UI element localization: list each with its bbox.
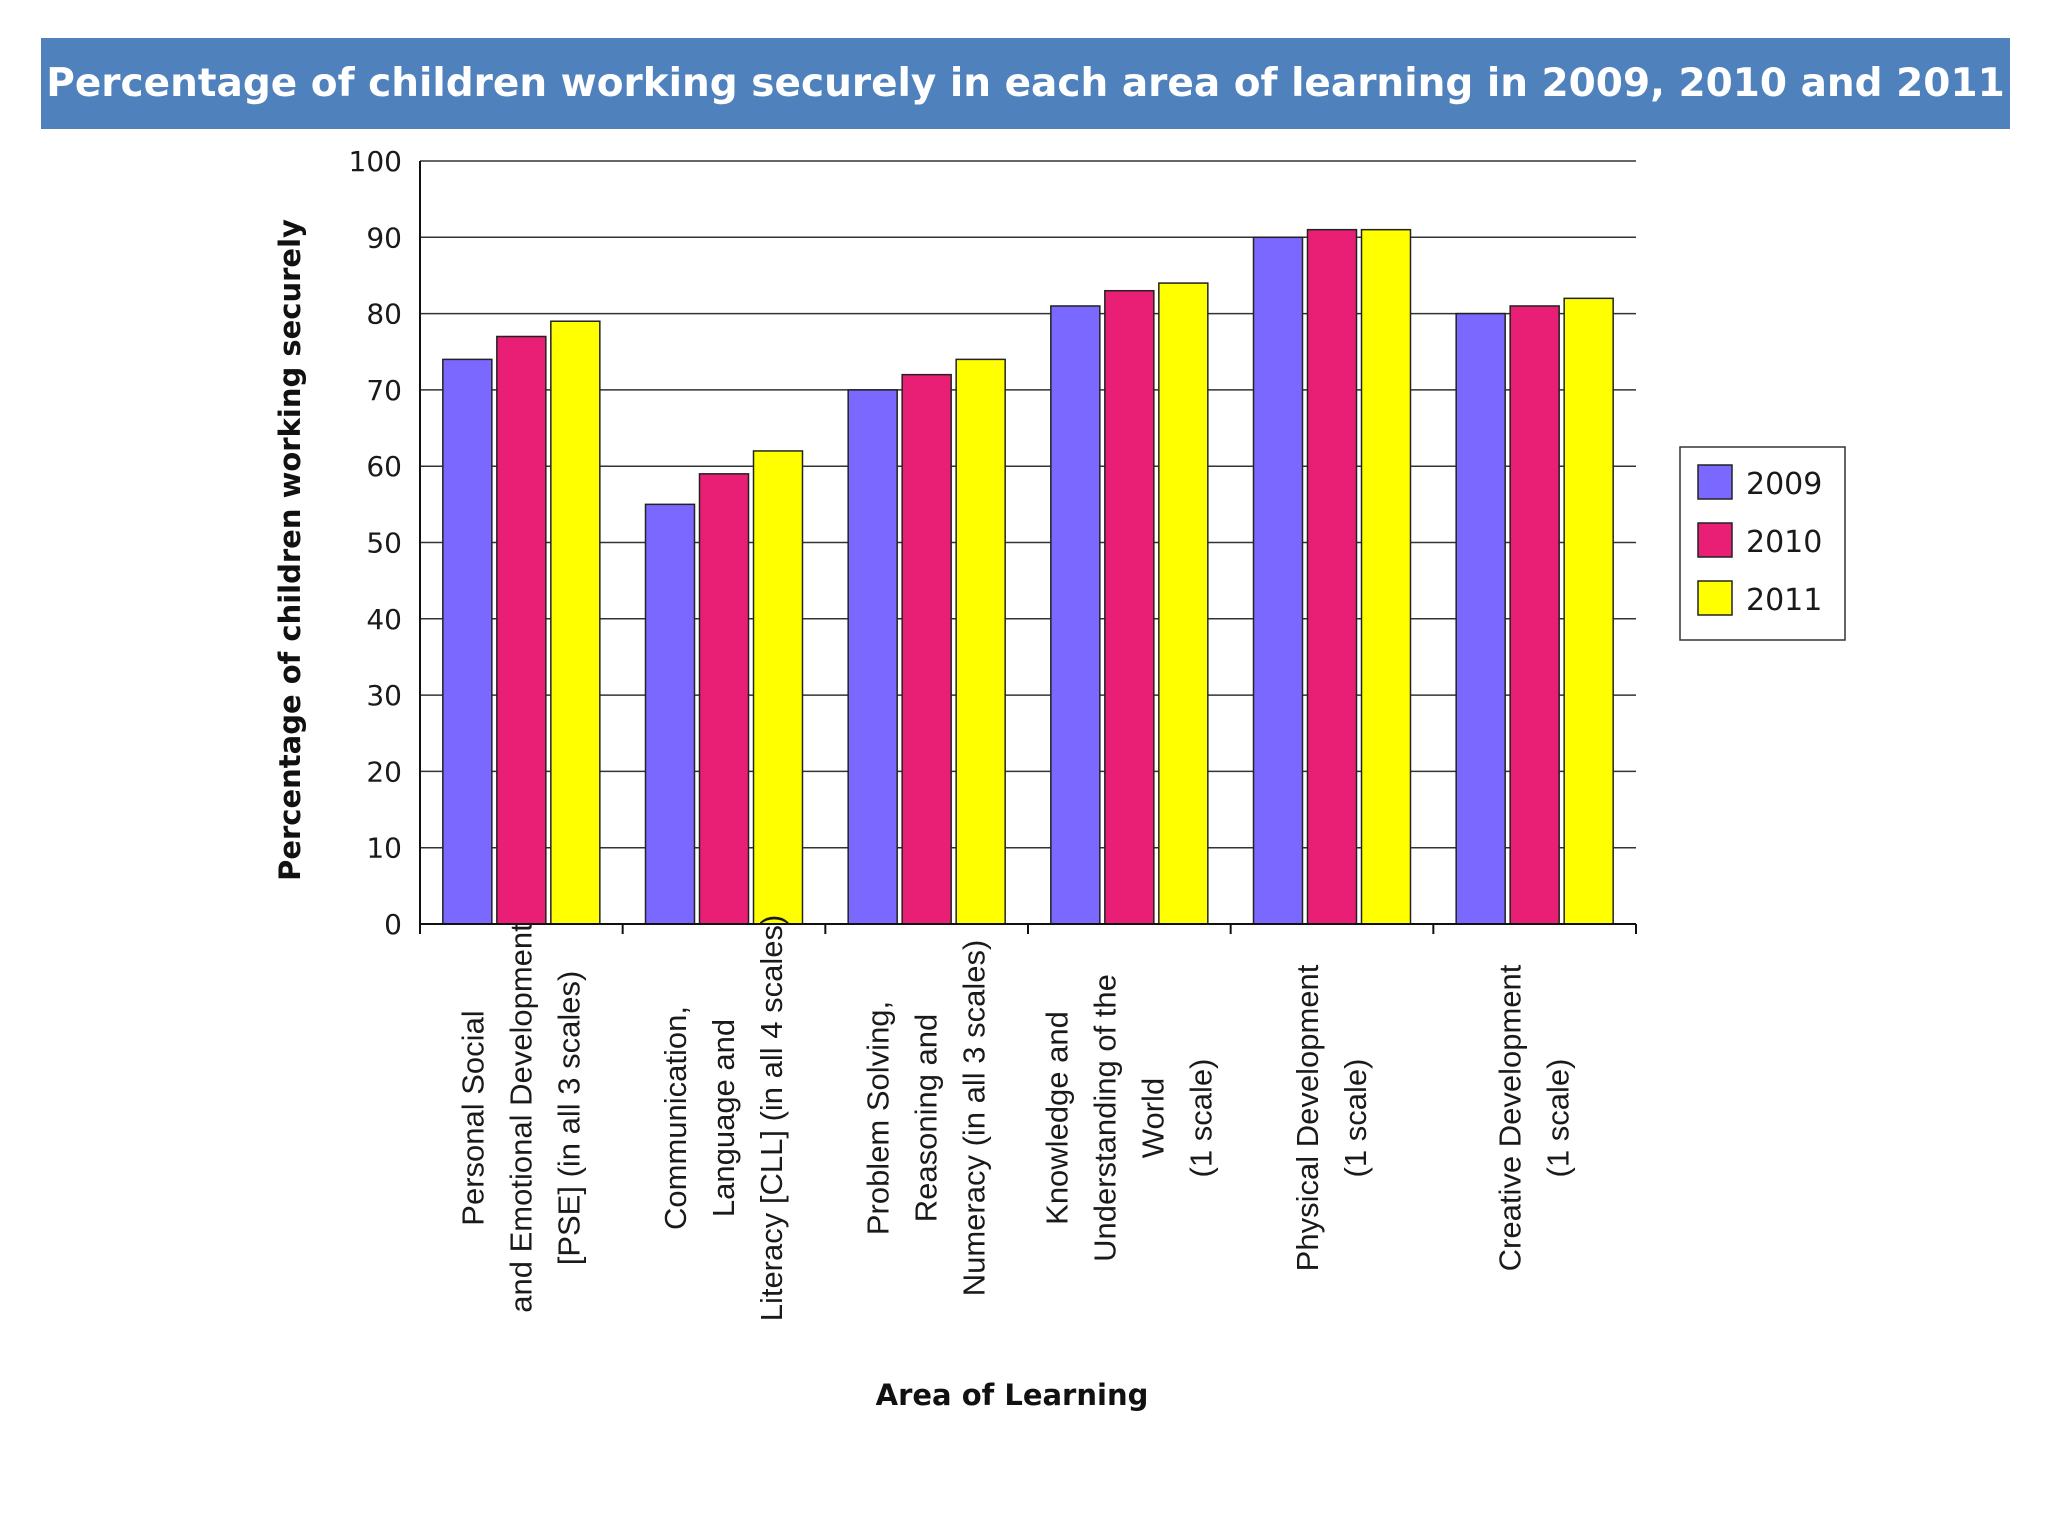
- category-label-line: (1 scale): [1338, 1059, 1373, 1178]
- category-label-line: Reasoning and: [909, 1014, 944, 1223]
- title-banner: Percentage of children working securely …: [41, 38, 2010, 129]
- bar-2011-4: [1360, 228, 1412, 925]
- y-tick-label: 50: [366, 527, 402, 560]
- y-tick-label: 90: [366, 221, 402, 254]
- category-label-line: (1 scale): [1183, 1059, 1218, 1178]
- category-label-line: World: [1135, 1078, 1170, 1158]
- bar-2009-3: [1050, 305, 1101, 925]
- bar-2009-2: [847, 389, 898, 925]
- bar-2010-5: [1509, 305, 1560, 925]
- category-labels: Personal Social and Emotional Development…: [455, 915, 1575, 1322]
- category-label-line: Understanding of the: [1087, 974, 1122, 1262]
- bar-2010-4: [1306, 228, 1358, 925]
- chart-title: Percentage of children working securely …: [46, 61, 2005, 106]
- x-axis-label: Area of Learning: [876, 1378, 1149, 1412]
- bar-2009-4: [1252, 236, 1304, 925]
- y-tick-label: 100: [349, 145, 402, 178]
- bar-2011-1: [752, 450, 804, 925]
- bar-2011-2: [955, 358, 1006, 925]
- category-label-line: Personal Social: [455, 1010, 490, 1225]
- category-label-line: Physical Development: [1290, 964, 1325, 1271]
- bar-2010-0: [496, 335, 547, 925]
- y-tick-label: 0: [384, 908, 402, 941]
- bar-2010-1: [698, 473, 750, 925]
- y-tick-label: 20: [366, 755, 402, 788]
- bar-2009-5: [1455, 312, 1506, 925]
- legend: 2009 2010 2011: [1679, 446, 1846, 641]
- bar-2011-3: [1158, 282, 1209, 925]
- bar-2009-0: [442, 358, 493, 925]
- category-label-line: Language and: [706, 1019, 741, 1217]
- category-label-line: and Emotional Development: [503, 923, 538, 1313]
- category-label-line: [PSE] (in all 3 scales): [551, 971, 586, 1266]
- grid-lines: [420, 160, 1636, 925]
- axes: [419, 161, 1637, 934]
- legend-swatch-2009: [1697, 464, 1733, 500]
- category-label-line: (1 scale): [1541, 1059, 1576, 1178]
- y-tick-label: 30: [366, 679, 402, 712]
- y-tick-labels: 0 10 20 30 40 50 60 70 80 90 100: [349, 145, 402, 941]
- legend-label: 2009: [1746, 467, 1822, 502]
- category-label-line: Communication,: [658, 1006, 693, 1230]
- category-label-line: Literacy [CLL] (in all 4 scales): [754, 915, 789, 1322]
- bars: [442, 228, 1614, 925]
- legend-label: 2010: [1746, 525, 1822, 560]
- y-tick-label: 80: [366, 298, 402, 331]
- bar-2010-2: [901, 373, 952, 925]
- category-label-line: Numeracy (in all 3 scales): [957, 940, 992, 1297]
- bar-2011-5: [1563, 297, 1614, 925]
- y-tick-label: 70: [366, 374, 402, 407]
- legend-swatch-2011: [1697, 580, 1733, 616]
- legend-swatch-2010: [1697, 522, 1733, 558]
- bar-2009-1: [644, 503, 696, 925]
- y-axis-label: Percentage of children working securely: [273, 219, 307, 881]
- legend-label: 2011: [1746, 583, 1822, 618]
- bar-2010-3: [1104, 289, 1155, 925]
- y-tick-label: 60: [366, 450, 402, 483]
- category-label-line: Problem Solving,: [861, 1001, 896, 1235]
- category-label-line: Creative Development: [1493, 964, 1528, 1271]
- y-tick-label: 10: [366, 832, 402, 865]
- category-label-line: Knowledge and: [1039, 1011, 1074, 1225]
- y-tick-label: 40: [366, 603, 402, 636]
- bar-2011-0: [550, 320, 601, 925]
